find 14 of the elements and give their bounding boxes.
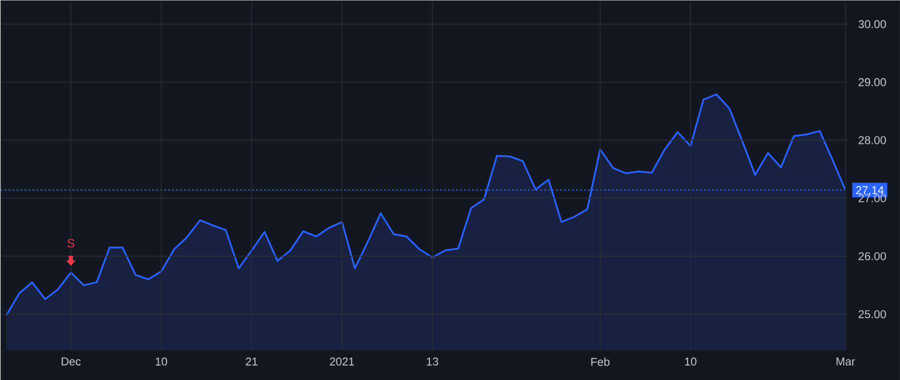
y-tick-label: 26.00 xyxy=(858,252,886,260)
y-tick-label: 30.00 xyxy=(858,20,886,28)
x-tick-label: 13 xyxy=(426,357,438,366)
x-tick-label: Dec xyxy=(62,357,81,366)
y-tick-label: 25.00 xyxy=(858,310,886,318)
x-tick-label: 21 xyxy=(246,357,258,366)
y-tick-label: 28.00 xyxy=(858,136,886,144)
x-tick-label: Mar xyxy=(836,357,855,366)
y-tick-label: 29.00 xyxy=(858,78,886,86)
x-tick-label: 2021 xyxy=(330,357,354,366)
x-tick-label: 10 xyxy=(685,357,696,366)
x-tick-label: 10 xyxy=(156,357,168,366)
x-tick-label: Feb xyxy=(591,357,610,366)
ref-line-label: 27.14 xyxy=(856,186,884,194)
